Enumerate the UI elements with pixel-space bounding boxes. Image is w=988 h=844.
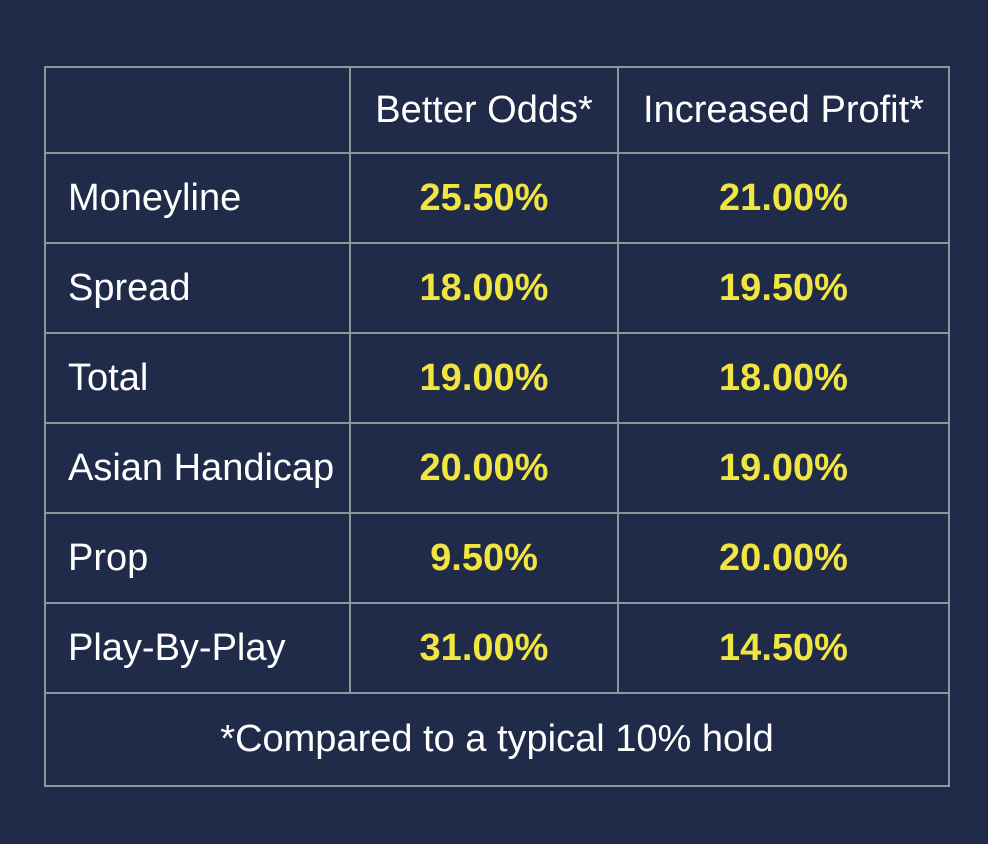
increased-profit-value: 19.00%	[617, 422, 950, 514]
row-label: Play-By-Play	[44, 602, 351, 694]
table-row-play-by-play: Play-By-Play 31.00% 14.50%	[44, 602, 950, 694]
header-row: Better Odds* Increased Profit*	[44, 66, 950, 154]
better-odds-value: 9.50%	[349, 512, 619, 604]
increased-profit-value: 18.00%	[617, 332, 950, 424]
comparison-table: Better Odds* Increased Profit* Moneyline…	[44, 66, 950, 787]
better-odds-value: 31.00%	[349, 602, 619, 694]
corner-cell	[44, 66, 351, 154]
table-row-moneyline: Moneyline 25.50% 21.00%	[44, 152, 950, 244]
table-row-spread: Spread 18.00% 19.50%	[44, 242, 950, 334]
better-odds-value: 25.50%	[349, 152, 619, 244]
footnote-row: *Compared to a typical 10% hold	[44, 692, 950, 787]
better-odds-value: 19.00%	[349, 332, 619, 424]
row-label: Spread	[44, 242, 351, 334]
row-label: Asian Handicap	[44, 422, 351, 514]
increased-profit-value: 19.50%	[617, 242, 950, 334]
better-odds-value: 18.00%	[349, 242, 619, 334]
increased-profit-value: 14.50%	[617, 602, 950, 694]
table-row-prop: Prop 9.50% 20.00%	[44, 512, 950, 604]
row-label: Moneyline	[44, 152, 351, 244]
table-row-asian-handicap: Asian Handicap 20.00% 19.00%	[44, 422, 950, 514]
footnote-text: *Compared to a typical 10% hold	[44, 692, 950, 787]
increased-profit-value: 21.00%	[617, 152, 950, 244]
column-header-increased-profit: Increased Profit*	[617, 66, 950, 154]
row-label: Total	[44, 332, 351, 424]
row-label: Prop	[44, 512, 351, 604]
increased-profit-value: 20.00%	[617, 512, 950, 604]
table-row-total: Total 19.00% 18.00%	[44, 332, 950, 424]
better-odds-value: 20.00%	[349, 422, 619, 514]
column-header-better-odds: Better Odds*	[349, 66, 619, 154]
